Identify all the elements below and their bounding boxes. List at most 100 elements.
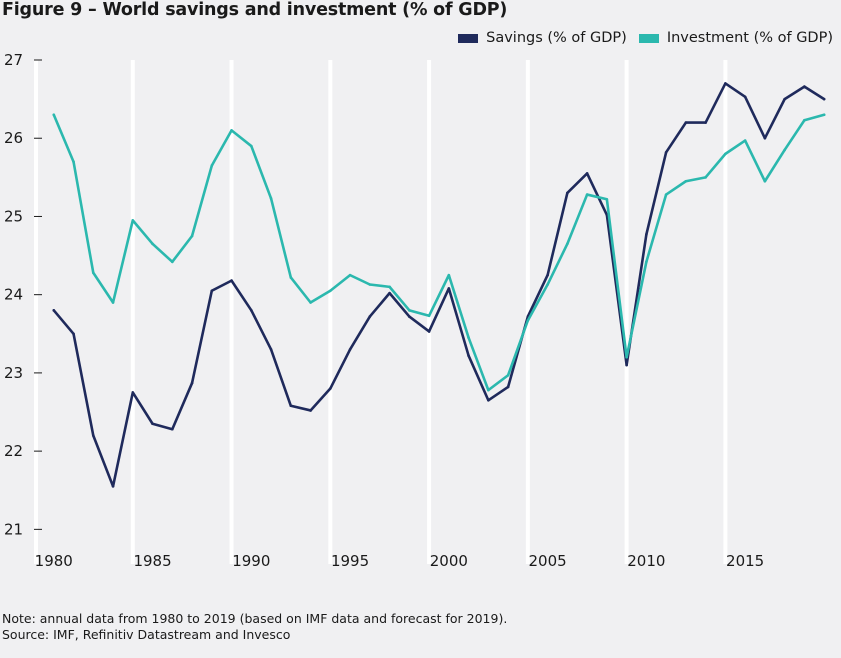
data-point-savings-2010: [645, 233, 648, 236]
data-point-investment-2007: [585, 193, 589, 196]
x-tick-label-2000: 2000: [430, 552, 468, 570]
legend-label-savings: Savings (% of GDP): [486, 30, 627, 46]
data-point-savings-2014: [724, 82, 727, 85]
x-tick-label-1985: 1985: [133, 552, 171, 570]
data-point-investment-1994: [329, 289, 332, 293]
legend-swatch-investment: [638, 33, 659, 43]
data-point-savings-1995: [348, 348, 352, 351]
data-point-savings-1989: [230, 279, 233, 282]
data-point-investment-2008: [605, 197, 609, 201]
data-point-savings-2003: [506, 385, 510, 389]
data-point-savings-1980: [52, 309, 56, 312]
data-point-investment-1982: [91, 271, 95, 275]
data-point-investment-2010: [645, 260, 648, 264]
y-tick-label-23: 23: [4, 364, 23, 382]
data-point-savings-1998: [408, 315, 411, 318]
data-point-savings-1991: [269, 348, 273, 351]
data-point-investment-1999: [427, 314, 431, 318]
data-point-investment-2005: [546, 283, 549, 286]
data-point-investment-2001: [467, 336, 470, 340]
x-tick-label-1980: 1980: [35, 552, 73, 570]
data-point-investment-2013: [704, 176, 707, 179]
y-tick-label-26: 26: [4, 129, 23, 147]
data-point-investment-1993: [309, 301, 312, 304]
data-point-investment-1996: [368, 283, 372, 286]
y-tick-label-21: 21: [4, 520, 23, 538]
legend-item-savings: Savings (% of GDP): [458, 30, 627, 46]
legend-label-investment: Investment (% of GDP): [666, 30, 833, 46]
chart-title: Figure 9 – World savings and investment …: [2, 0, 508, 20]
series-line-investment: [52, 113, 826, 392]
data-point-savings-1996: [368, 315, 372, 318]
data-point-savings-1988: [210, 289, 214, 293]
data-point-investment-1990: [250, 144, 253, 148]
data-point-savings-1984: [131, 391, 135, 394]
data-point-investment-2017: [783, 148, 786, 152]
data-point-investment-1997: [388, 285, 391, 289]
data-point-investment-1998: [408, 309, 411, 312]
data-point-savings-2009: [625, 363, 628, 367]
data-point-investment-2004: [526, 319, 530, 322]
legend-swatch-savings: [458, 33, 479, 43]
data-point-investment-1992: [289, 276, 293, 279]
data-point-savings-2015: [743, 95, 747, 99]
data-point-savings-2005: [546, 273, 549, 277]
data-point-investment-2015: [743, 139, 747, 142]
data-point-investment-1989: [230, 129, 233, 132]
data-point-savings-2001: [467, 354, 470, 357]
y-tick-label-25: 25: [4, 207, 23, 225]
data-point-investment-1995: [348, 273, 352, 277]
data-point-investment-1981: [72, 160, 75, 163]
note-text: Note: annual data from 1980 to 2019 (bas…: [2, 611, 508, 626]
data-point-investment-1984: [131, 219, 135, 222]
x-tick-label-1995: 1995: [331, 552, 369, 570]
data-point-savings-1987: [190, 381, 194, 385]
data-point-investment-2002: [487, 388, 490, 392]
data-point-savings-2007: [585, 172, 589, 175]
data-point-savings-2006: [566, 191, 569, 195]
data-point-savings-2012: [684, 121, 688, 124]
data-point-savings-1994: [329, 387, 332, 390]
data-point-savings-1981: [72, 332, 75, 336]
data-point-savings-1999: [427, 330, 431, 333]
series-line-savings: [52, 82, 826, 488]
x-tick-label-2010: 2010: [627, 552, 665, 570]
chart-notes: Note: annual data from 1980 to 2019 (bas…: [2, 611, 507, 643]
x-tick-label-1990: 1990: [232, 552, 270, 570]
legend-item-investment: Investment (% of GDP): [638, 30, 833, 46]
data-point-investment-1991: [269, 197, 273, 200]
data-point-investment-2011: [664, 193, 668, 196]
x-tick-label-2015: 2015: [726, 552, 764, 570]
data-point-investment-2009: [625, 355, 628, 359]
data-point-investment-2018: [803, 118, 806, 122]
data-point-savings-2019: [822, 97, 826, 101]
y-tick-label-22: 22: [4, 442, 23, 460]
data-point-savings-1990: [250, 309, 253, 312]
data-point-savings-2011: [664, 151, 668, 154]
data-point-savings-1986: [170, 427, 174, 431]
data-point-investment-1985: [151, 242, 154, 246]
data-point-investment-2000: [447, 273, 451, 277]
data-point-savings-1983: [111, 485, 115, 488]
data-point-savings-1985: [151, 422, 154, 426]
chart-plot: 21 22 23 24 25 26 27 1980 1985 1990 1995 2000 2005 20…: [4, 51, 826, 570]
data-point-investment-1988: [210, 164, 214, 167]
data-point-investment-1986: [170, 260, 174, 264]
data-point-investment-1980: [52, 113, 56, 117]
data-point-savings-1992: [289, 404, 293, 408]
data-point-savings-1982: [91, 434, 95, 437]
data-point-savings-2018: [803, 85, 806, 88]
data-point-investment-2014: [724, 152, 727, 156]
data-point-investment-1987: [190, 234, 194, 238]
data-point-investment-2016: [763, 179, 767, 183]
y-tick-label-24: 24: [4, 286, 23, 304]
source-text: Source: IMF, Refinitiv Datastream and In…: [2, 627, 291, 642]
data-point-savings-2017: [783, 97, 786, 101]
x-tick-label-2005: 2005: [529, 552, 567, 570]
data-point-investment-2012: [684, 179, 688, 183]
data-point-investment-2003: [506, 373, 510, 377]
data-point-investment-2006: [566, 242, 569, 246]
data-point-savings-2016: [763, 136, 767, 140]
data-point-investment-1983: [111, 301, 115, 304]
data-point-savings-1997: [388, 291, 391, 295]
